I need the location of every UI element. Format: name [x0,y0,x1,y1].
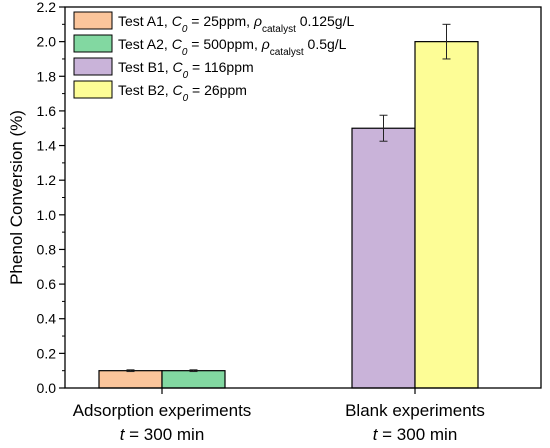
legend-swatch [73,34,113,53]
legend-item: Test B2, C0 = 26ppm [73,80,247,104]
bars-layer [98,41,479,389]
legend-item: Test A2, C0 = 500ppm, ρcatalyst 0.5g/L [73,34,347,58]
bar [351,127,416,389]
y-tick-label: 1.8 [37,68,57,84]
y-tick-label: 2.2 [37,0,57,15]
y-axis: 0.0 0.2 0.4 0.6 0.8 1.0 1.2 1.4 1.6 1.8 2.0 2.2 [37,0,65,396]
y-tick-label: 1.2 [37,172,57,188]
legend-swatch [73,57,113,76]
error-bar [189,369,198,373]
legend-item: Test A1, C0 = 25ppm, ρcatalyst 0.125g/L [73,11,354,35]
error-bar [442,23,451,60]
y-tick-label: 0.8 [37,241,57,257]
x-axis: Adsorption experiments t = 300 min Blank e… [73,388,485,444]
category-sublabel: t = 300 min [373,425,458,444]
legend-label: Test B1, C0 = 116ppm [118,59,254,81]
error-bars-layer [126,23,451,373]
y-tick-label: 1.6 [37,103,57,119]
y-axis-title: Phenol Conversion (%) [7,110,26,285]
legend-label: Test B2, C0 = 26ppm [118,82,247,104]
error-bar [379,114,388,142]
legend-swatch [73,11,113,30]
y-tick-label: 1.4 [37,138,57,154]
category-label: Blank experiments [345,401,485,420]
y-tick-label: 0.4 [37,311,57,327]
legend-item: Test B1, C0 = 116ppm [73,57,254,81]
y-tick-label: 2.0 [37,34,57,50]
y-tick-label: 1.0 [37,207,57,223]
y-tick-label: 0.6 [37,276,57,292]
category-sublabel: t = 300 min [120,425,205,444]
legend-label: Test A1, C0 = 25ppm, ρcatalyst 0.125g/L [118,13,354,35]
legend-label: Test A2, C0 = 500ppm, ρcatalyst 0.5g/L [118,36,347,58]
bar [161,370,226,389]
legend: Test A1, C0 = 25ppm, ρcatalyst 0.125g/LT… [73,11,354,104]
category-label: Adsorption experiments [73,401,252,420]
bar [98,370,163,389]
y-tick-label: 0.0 [37,380,57,396]
y-tick-label: 0.2 [37,345,57,361]
bar [414,41,479,389]
legend-swatch [73,80,113,99]
error-bar [126,369,135,373]
